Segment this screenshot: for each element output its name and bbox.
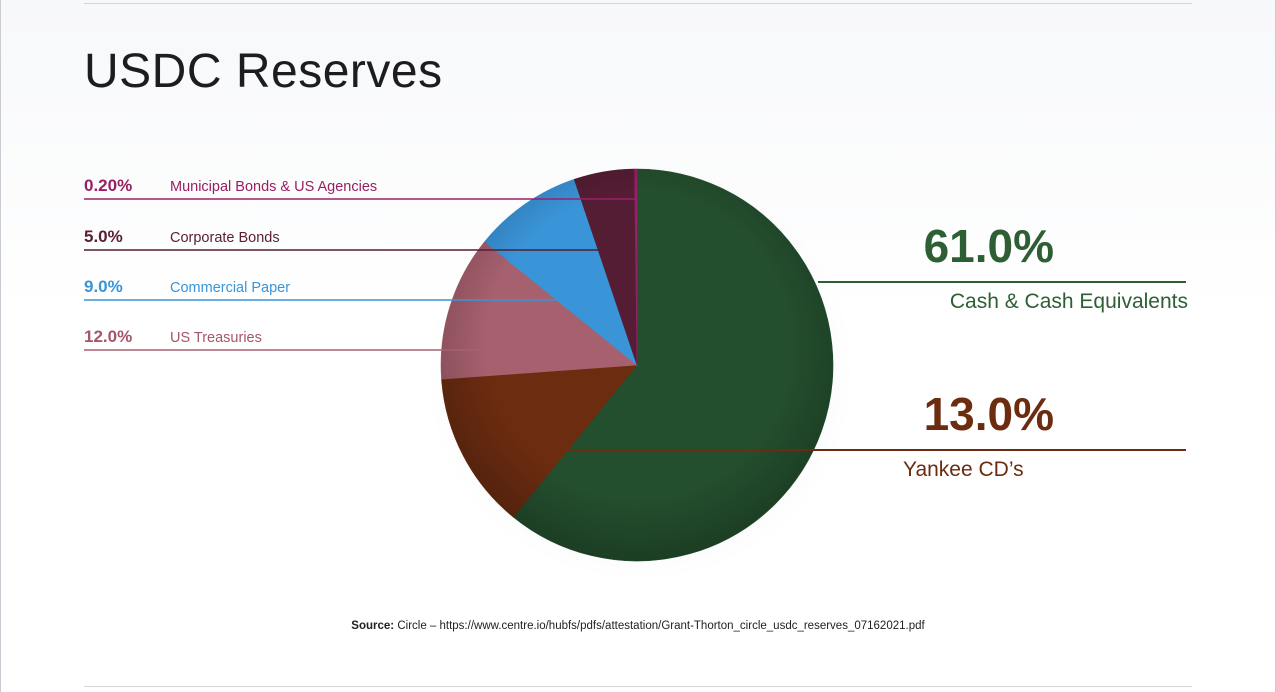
value-label-cash-cash-equivalents: 61.0% — [924, 220, 1054, 272]
bottom-rule — [84, 686, 1192, 687]
pie-shading — [441, 169, 833, 561]
category-label-us-treasuries: US Treasuries — [170, 330, 262, 346]
value-label-yankee-cd-s: 13.0% — [924, 388, 1054, 440]
category-label-corporate-bonds: Corporate Bonds — [170, 230, 280, 246]
value-label-municipal-bonds-us-agencies: 0.20% — [84, 176, 132, 195]
slide-title: USDC Reserves — [84, 45, 443, 98]
category-label-municipal-bonds-us-agencies: Municipal Bonds & US Agencies — [170, 179, 377, 195]
category-label-yankee-cd-s: Yankee CD’s — [903, 458, 1024, 481]
source-note: Source: Circle – https://www.centre.io/h… — [0, 620, 1276, 632]
value-label-us-treasuries: 12.0% — [84, 327, 132, 346]
value-label-corporate-bonds: 5.0% — [84, 227, 123, 246]
category-label-commercial-paper: Commercial Paper — [170, 280, 290, 296]
category-label-cash-cash-equivalents: Cash & Cash Equivalents — [950, 290, 1188, 313]
value-label-commercial-paper: 9.0% — [84, 277, 123, 296]
top-rule — [84, 3, 1192, 4]
source-label: Source: — [351, 620, 395, 632]
source-text: Circle – https://www.centre.io/hubfs/pdf… — [397, 620, 925, 632]
frame-left-border — [0, 0, 1, 692]
